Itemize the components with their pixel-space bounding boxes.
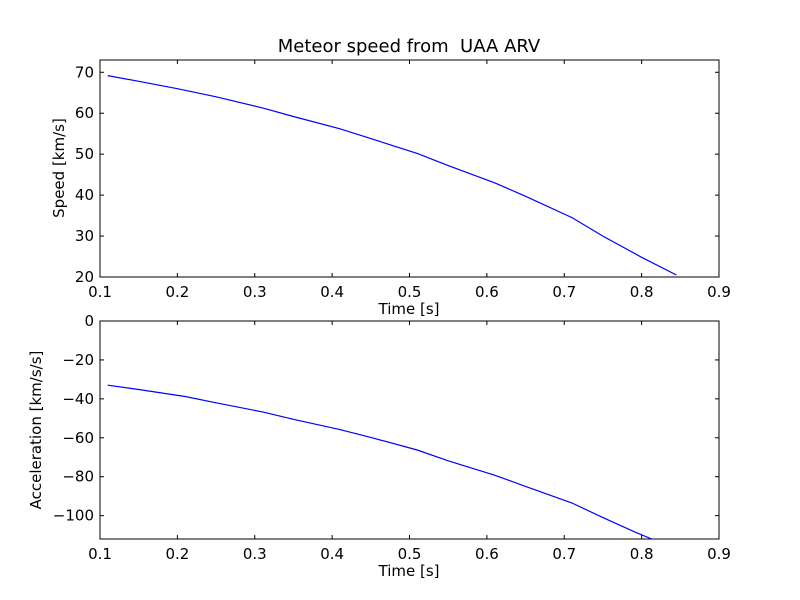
acceleration-x-tick-label: 0.2: [165, 545, 189, 563]
speed-x-tick-label: 0.2: [165, 283, 189, 301]
speed-chart-title: Meteor speed from UAA ARV: [278, 36, 541, 57]
speed-x-tick-label: 0.1: [88, 283, 112, 301]
speed-x-axis-label: Time [s]: [378, 300, 440, 318]
acceleration-x-axis-label: Time [s]: [378, 562, 440, 580]
speed-series-line: [107, 75, 677, 276]
acceleration-y-tick-label: −100: [53, 507, 94, 525]
acceleration-y-tick-label: −80: [62, 468, 94, 486]
acceleration-plot-area: [99, 320, 720, 540]
speed-x-tick-label: 0.5: [398, 283, 422, 301]
acceleration-y-tick-label: −60: [62, 429, 94, 447]
speed-x-tick-label: 0.4: [320, 283, 344, 301]
acceleration-y-axis-label: Acceleration [km/s/s]: [27, 351, 45, 510]
acceleration-x-axis: 0.1 0.2 0.3 0.4 0.5 0.6 0.7 0.8 0.9: [88, 321, 731, 563]
acceleration-x-tick-label: 0.1: [88, 545, 112, 563]
speed-x-tick-label: 0.6: [475, 283, 499, 301]
speed-x-tick-label: 0.7: [552, 283, 576, 301]
speed-y-tick-label: 50: [75, 145, 94, 163]
speed-chart: Meteor speed from UAA ARV 0.1 0.2 0.3 0.4 0.…: [50, 36, 731, 318]
acceleration-x-tick-label: 0.8: [630, 545, 654, 563]
acceleration-x-tick-label: 0.7: [552, 545, 576, 563]
acceleration-y-axis: 0 −20 −40 −60 −80 −100: [53, 312, 719, 525]
speed-y-tick-label: 30: [75, 227, 94, 245]
speed-plot-area: [99, 59, 720, 278]
speed-y-tick-label: 70: [75, 63, 94, 81]
speed-x-tick-label: 0.3: [243, 283, 267, 301]
speed-x-tick-label: 0.8: [630, 283, 654, 301]
acceleration-x-tick-label: 0.6: [475, 545, 499, 563]
speed-y-axis: 20 30 40 50 60 70: [75, 63, 719, 286]
acceleration-chart: 0.1 0.2 0.3 0.4 0.5 0.6 0.7 0.8 0.9 0 −20 −40 −60 −8…: [27, 312, 731, 580]
speed-x-axis: 0.1 0.2 0.3 0.4 0.5 0.6 0.7 0.8 0.9: [88, 60, 731, 301]
acceleration-series-line: [107, 384, 652, 540]
acceleration-x-tick-label: 0.9: [707, 545, 731, 563]
acceleration-x-tick-label: 0.4: [320, 545, 344, 563]
speed-y-tick-label: 60: [75, 104, 94, 122]
speed-y-tick-label: 20: [75, 268, 94, 286]
acceleration-x-tick-label: 0.3: [243, 545, 267, 563]
acceleration-y-tick-label: −40: [62, 390, 94, 408]
speed-y-tick-label: 40: [75, 186, 94, 204]
speed-x-tick-label: 0.9: [707, 283, 731, 301]
acceleration-y-tick-label: 0: [84, 312, 94, 330]
speed-y-axis-label: Speed [km/s]: [50, 118, 68, 218]
acceleration-y-tick-label: −20: [62, 351, 94, 369]
acceleration-x-tick-label: 0.5: [398, 545, 422, 563]
